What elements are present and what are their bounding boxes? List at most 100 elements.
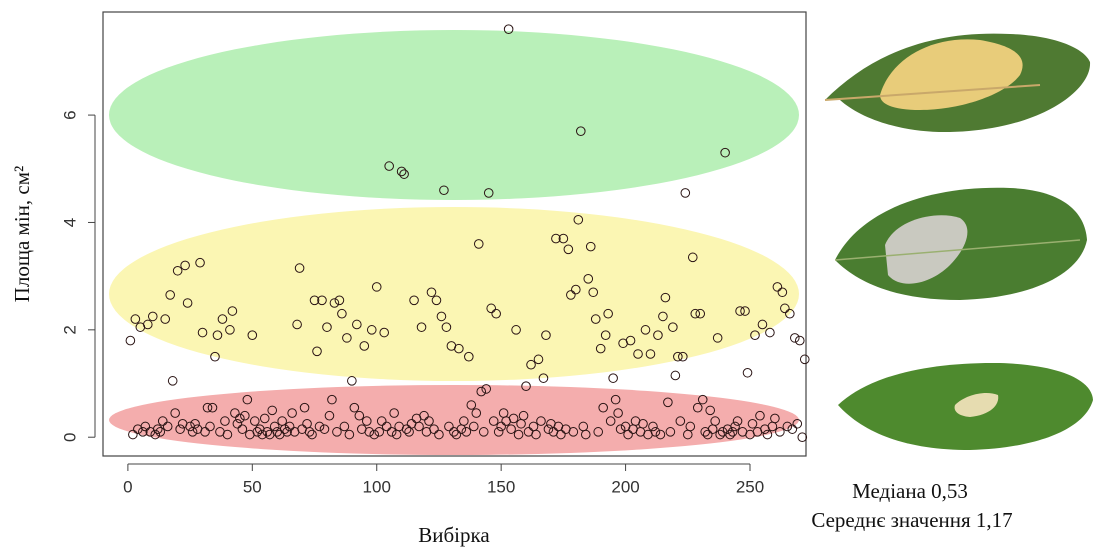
point — [541, 330, 551, 341]
x-tick-label: 250 — [736, 477, 764, 496]
point — [309, 295, 320, 306]
point — [441, 322, 452, 332]
point — [257, 429, 268, 440]
point — [379, 327, 390, 338]
point — [369, 429, 380, 440]
point — [770, 413, 780, 424]
point — [386, 427, 397, 437]
point — [678, 351, 688, 362]
point — [573, 214, 584, 225]
point — [220, 416, 230, 426]
point — [730, 421, 740, 432]
point — [327, 394, 337, 405]
point — [359, 341, 370, 351]
x-tick-label: 200 — [611, 477, 639, 496]
point — [364, 427, 375, 437]
point — [434, 429, 444, 440]
y-tick-label: 2 — [60, 325, 79, 334]
point — [324, 410, 335, 421]
point — [162, 421, 173, 432]
point — [157, 416, 168, 426]
point — [361, 416, 372, 426]
point — [147, 311, 158, 322]
point — [538, 373, 549, 383]
point — [765, 327, 775, 338]
point — [230, 408, 240, 418]
point — [695, 308, 706, 319]
point — [762, 429, 773, 440]
point — [790, 333, 800, 343]
point — [725, 429, 735, 440]
point — [513, 429, 524, 440]
point — [794, 335, 805, 346]
point — [747, 418, 758, 429]
point — [140, 421, 151, 432]
point — [424, 416, 434, 426]
group-ellipse — [109, 207, 799, 381]
point — [648, 421, 658, 432]
annotation: Медіана 0,53 — [852, 479, 968, 503]
point — [381, 421, 392, 432]
point — [431, 295, 442, 306]
point — [692, 402, 703, 413]
point — [451, 429, 462, 440]
point — [429, 424, 439, 434]
point — [610, 394, 621, 405]
point — [471, 408, 482, 418]
point — [138, 427, 148, 437]
point — [175, 424, 185, 434]
point — [702, 429, 713, 440]
point — [384, 161, 394, 171]
point — [476, 386, 487, 397]
point — [312, 346, 322, 357]
point — [705, 405, 715, 416]
point — [727, 427, 738, 437]
point — [349, 402, 360, 413]
point — [242, 394, 253, 405]
point — [680, 188, 691, 198]
point — [464, 351, 474, 362]
point — [598, 402, 608, 413]
point — [292, 319, 302, 330]
point — [160, 314, 171, 324]
point — [200, 427, 210, 437]
point — [197, 327, 208, 338]
point — [294, 263, 305, 273]
point — [444, 421, 454, 432]
point — [401, 424, 412, 434]
point — [342, 333, 352, 343]
point — [742, 367, 753, 378]
point — [227, 306, 238, 316]
point — [232, 418, 243, 429]
y-axis-label: Площа мін, см² — [10, 166, 34, 303]
point — [481, 384, 492, 394]
point — [521, 381, 531, 392]
point — [354, 410, 365, 421]
point — [478, 427, 489, 437]
point — [673, 351, 683, 362]
point — [279, 424, 290, 434]
point — [670, 370, 681, 381]
point — [650, 427, 661, 437]
point — [142, 319, 153, 330]
point — [152, 424, 163, 434]
point — [583, 274, 594, 284]
point — [282, 427, 292, 437]
point — [473, 239, 484, 249]
x-axis-label: Вибірка — [418, 523, 490, 547]
point — [531, 429, 541, 440]
point — [697, 394, 708, 405]
point — [556, 429, 566, 440]
point — [595, 343, 606, 354]
point — [755, 410, 765, 421]
point — [605, 416, 616, 426]
point — [511, 325, 521, 335]
point — [772, 282, 783, 292]
point — [235, 413, 245, 424]
point — [638, 418, 648, 429]
point — [780, 303, 790, 314]
point — [217, 314, 228, 324]
point — [533, 354, 544, 365]
point — [439, 185, 449, 196]
point — [240, 410, 250, 421]
